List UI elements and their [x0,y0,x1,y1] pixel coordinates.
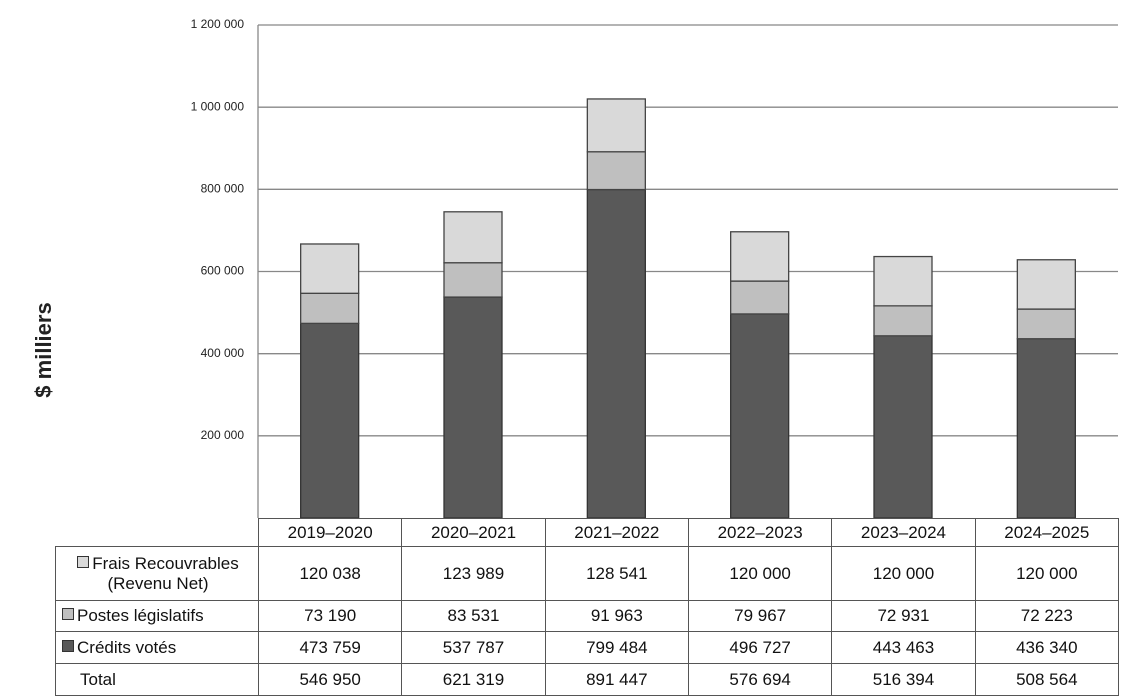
value-cell: 72 223 [974,600,1119,632]
value-cell: 83 531 [401,600,546,632]
total-cell: 621 319 [401,663,546,696]
legend-label: Frais Recouvrables (Revenu Net) [92,553,239,593]
legend-entry: Frais Recouvrables (Revenu Net) [55,546,259,601]
total-cell: 508 564 [974,663,1119,696]
bar-segment [300,322,360,519]
x-tick-label: 2021–2022 [544,518,689,547]
bar-segment [300,292,360,325]
value-cell: 91 963 [544,600,689,632]
data-table: 2019–2020 2020–2021 2021–2022 2022–2023 2023… [55,518,1119,696]
value-cell: 537 787 [401,631,546,664]
x-tick-label: 2023–2024 [831,518,976,547]
bar-segment [443,211,503,264]
series-row: Crédits votés 473 759 537 787 799 484 496 72… [55,631,1119,664]
legend-label: Postes législatifs [77,606,204,625]
value-cell: 79 967 [687,600,833,632]
bar-segment [443,262,503,298]
bar-segment [586,188,646,519]
bar-segment [730,231,790,282]
series-row: Frais Recouvrables (Revenu Net) 120 038 12… [55,546,1119,601]
value-cell: 436 340 [974,631,1119,664]
total-cell: 546 950 [257,663,403,696]
total-cell: 576 694 [687,663,833,696]
bar-segment [443,296,503,519]
bar-segment [1016,338,1076,519]
bar-segment [730,313,790,519]
x-tick-label: 2024–2025 [974,518,1119,547]
value-cell: 73 190 [257,600,403,632]
value-cell: 496 727 [687,631,833,664]
y-axis-label: $ milliers [31,302,56,397]
bar-segment [873,335,933,519]
value-cell: 128 541 [544,546,689,601]
y-tick-label: 200 000 [201,428,245,442]
y-tick-label: 800 000 [201,182,245,196]
value-cell: 473 759 [257,631,403,664]
legend-entry: Postes législatifs [55,600,259,632]
x-tick-label: 2022–2023 [687,518,833,547]
value-cell: 120 038 [257,546,403,601]
x-tick-label: 2019–2020 [257,518,403,547]
total-label: Total [55,663,259,696]
bar-segment [300,243,360,294]
y-tick-label: 1 200 000 [191,17,245,31]
value-cell: 123 989 [401,546,546,601]
legend-label: Crédits votés [77,637,177,657]
legend-swatch [77,555,90,568]
y-tick-label: 1 000 000 [191,99,245,113]
legend-swatch [62,639,74,652]
value-cell: 120 000 [687,546,833,601]
y-tick-label: 400 000 [201,346,245,360]
value-cell: 443 463 [831,631,976,664]
series-row: Postes législatifs 73 190 83 531 91 963 79 9… [55,600,1119,632]
y-tick-label: 600 000 [201,264,245,278]
bar-segment [730,280,790,315]
legend-entry: Crédits votés [55,631,259,664]
bar-segment [586,98,646,153]
total-cell: 516 394 [831,663,976,696]
x-tick-label: 2020–2021 [401,518,546,547]
bar-segment [1016,259,1076,310]
total-cell: 891 447 [544,663,689,696]
value-cell: 799 484 [544,631,689,664]
header-row: 2019–2020 2020–2021 2021–2022 2022–2023 2023… [55,518,1119,547]
total-row: Total 546 950 621 319 891 447 576 694 516 394… [55,663,1119,696]
bar-segment [873,305,933,337]
bar-segment [1016,308,1076,340]
bar-segment [586,151,646,191]
value-cell: 72 931 [831,600,976,632]
value-cell: 120 000 [974,546,1119,601]
bar-segment [873,255,933,307]
legend-swatch [62,608,74,620]
value-cell: 120 000 [831,546,976,601]
blank-cell [55,518,259,547]
